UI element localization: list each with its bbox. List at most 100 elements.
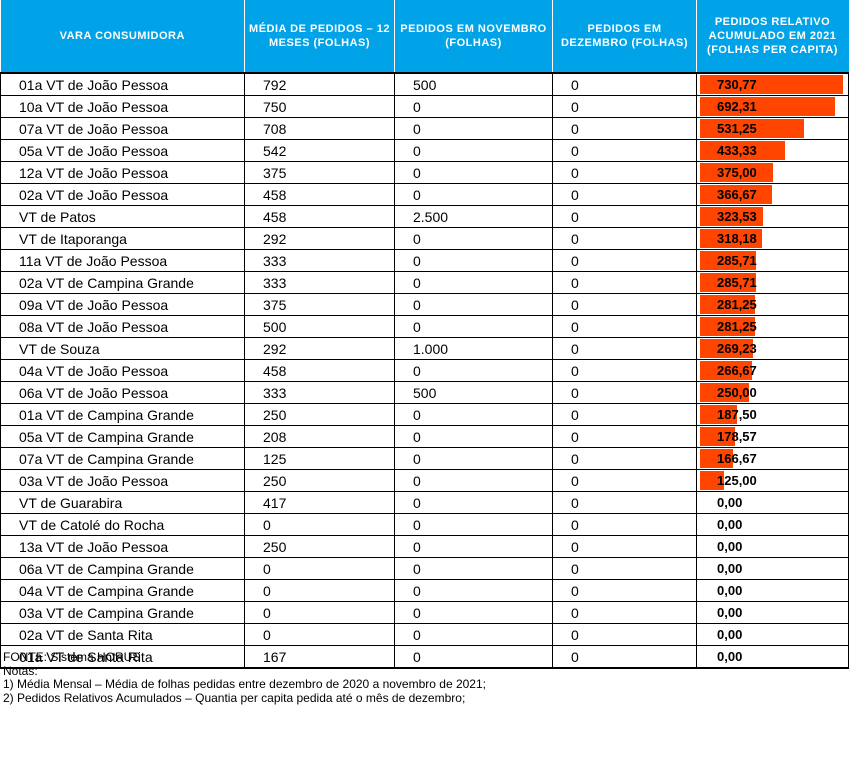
cell-novembro: 0 <box>394 645 553 669</box>
cell-media: 250 <box>244 403 395 426</box>
cell-dezembro: 0 <box>552 623 697 646</box>
footer-notes: FONTE: Sistema HORUS Notas: 1) Média Men… <box>3 650 486 705</box>
per-capita-value: 0,00 <box>717 627 743 642</box>
cell-novembro: 0 <box>394 249 553 272</box>
cell-per-capita: 0,00 <box>696 491 849 514</box>
per-capita-bar <box>700 405 737 424</box>
header-dezembro: PEDIDOS EM DEZEMBRO (FOLHAS) <box>552 0 697 73</box>
cell-vara: 04a VT de João Pessoa <box>0 359 245 382</box>
cell-media: 0 <box>244 557 395 580</box>
cell-vara: 01a VT de João Pessoa <box>0 72 245 96</box>
cell-novembro: 0 <box>394 469 553 492</box>
per-capita-value: 0,00 <box>717 539 743 554</box>
cell-media: 333 <box>244 381 395 404</box>
cell-media: 208 <box>244 425 395 448</box>
per-capita-bar <box>700 163 774 182</box>
cell-novembro: 0 <box>394 161 553 184</box>
cell-vara: VT de Patos <box>0 205 245 228</box>
table-row: 01a VT de Santa Rita 167 0 0 0,00 <box>0 645 849 669</box>
cell-dezembro: 0 <box>552 161 697 184</box>
cell-dezembro: 0 <box>552 315 697 338</box>
cell-per-capita: 433,33 <box>696 139 849 162</box>
cell-media: 458 <box>244 183 395 206</box>
cell-novembro: 0 <box>394 95 553 118</box>
per-capita-bar <box>700 229 763 248</box>
table-row: VT de Patos 458 2.500 0 323,53 <box>0 205 849 228</box>
cell-dezembro: 0 <box>552 205 697 228</box>
cell-per-capita: 281,25 <box>696 315 849 338</box>
cell-vara: 08a VT de João Pessoa <box>0 315 245 338</box>
cell-per-capita: 0,00 <box>696 623 849 646</box>
per-capita-bar <box>700 119 804 138</box>
cell-media: 292 <box>244 227 395 250</box>
cell-media: 500 <box>244 315 395 338</box>
cell-vara: 13a VT de João Pessoa <box>0 535 245 558</box>
cell-novembro: 0 <box>394 425 553 448</box>
per-capita-value: 0,00 <box>717 605 743 620</box>
cell-media: 292 <box>244 337 395 360</box>
cell-media: 375 <box>244 161 395 184</box>
cell-per-capita: 166,67 <box>696 447 849 470</box>
cell-media: 375 <box>244 293 395 316</box>
per-capita-value: 730,77 <box>717 77 757 92</box>
cell-vara: VT de Souza <box>0 337 245 360</box>
per-capita-value: 0,00 <box>717 649 743 664</box>
cell-dezembro: 0 <box>552 601 697 624</box>
table-row: VT de Guarabira 417 0 0 0,00 <box>0 491 849 514</box>
per-capita-bar <box>700 471 725 490</box>
cell-vara: 10a VT de João Pessoa <box>0 95 245 118</box>
cell-novembro: 0 <box>394 601 553 624</box>
cell-media: 0 <box>244 579 395 602</box>
cell-novembro: 0 <box>394 447 553 470</box>
cell-per-capita: 0,00 <box>696 557 849 580</box>
cell-media: 167 <box>244 645 395 669</box>
table-body: 01a VT de João Pessoa 792 500 0 730,77 10a VT… <box>0 72 849 669</box>
per-capita-bar <box>700 295 756 314</box>
cell-dezembro: 0 <box>552 249 697 272</box>
cell-vara: 01a VT de Campina Grande <box>0 403 245 426</box>
header-vara: VARA CONSUMIDORA <box>0 0 245 73</box>
cell-dezembro: 0 <box>552 139 697 162</box>
header-novembro: PEDIDOS EM NOVEMBRO (FOLHAS) <box>394 0 553 73</box>
table-row: 01a VT de João Pessoa 792 500 0 730,77 <box>0 72 849 96</box>
cell-per-capita: 0,00 <box>696 535 849 558</box>
cell-dezembro: 0 <box>552 557 697 580</box>
table-row: 04a VT de João Pessoa 458 0 0 266,67 <box>0 359 849 382</box>
cell-dezembro: 0 <box>552 403 697 426</box>
cell-dezembro: 0 <box>552 183 697 206</box>
table-row: 02a VT de Campina Grande 333 0 0 285,71 <box>0 271 849 294</box>
cell-dezembro: 0 <box>552 645 697 669</box>
cell-novembro: 0 <box>394 513 553 536</box>
cell-media: 250 <box>244 469 395 492</box>
cell-novembro: 0 <box>394 183 553 206</box>
header-media: MÉDIA DE PEDIDOS – 12 MESES (FOLHAS) <box>244 0 395 73</box>
cell-per-capita: 0,00 <box>696 513 849 536</box>
table-row: 11a VT de João Pessoa 333 0 0 285,71 <box>0 249 849 272</box>
cell-vara: 03a VT de Campina Grande <box>0 601 245 624</box>
table-row: 03a VT de Campina Grande 0 0 0 0,00 <box>0 601 849 624</box>
cell-dezembro: 0 <box>552 447 697 470</box>
cell-media: 250 <box>244 535 395 558</box>
cell-novembro: 0 <box>394 403 553 426</box>
cell-per-capita: 0,00 <box>696 579 849 602</box>
per-capita-value: 366,67 <box>717 187 757 202</box>
cell-per-capita: 375,00 <box>696 161 849 184</box>
cell-vara: 02a VT de Santa Rita <box>0 623 245 646</box>
table-row: 13a VT de João Pessoa 250 0 0 0,00 <box>0 535 849 558</box>
cell-vara: 02a VT de Campina Grande <box>0 271 245 294</box>
per-capita-value: 266,67 <box>717 363 757 378</box>
cell-media: 0 <box>244 601 395 624</box>
cell-dezembro: 0 <box>552 425 697 448</box>
cell-media: 0 <box>244 623 395 646</box>
per-capita-value: 269,23 <box>717 341 757 356</box>
per-capita-value: 166,67 <box>717 451 757 466</box>
table-row: VT de Catolé do Rocha 0 0 0 0,00 <box>0 513 849 536</box>
cell-media: 458 <box>244 205 395 228</box>
cell-novembro: 1.000 <box>394 337 553 360</box>
per-capita-bar <box>700 75 843 94</box>
per-capita-value: 281,25 <box>717 297 757 312</box>
cell-novembro: 0 <box>394 535 553 558</box>
cell-per-capita: 285,71 <box>696 249 849 272</box>
per-capita-value: 0,00 <box>717 517 743 532</box>
per-capita-value: 250,00 <box>717 385 757 400</box>
